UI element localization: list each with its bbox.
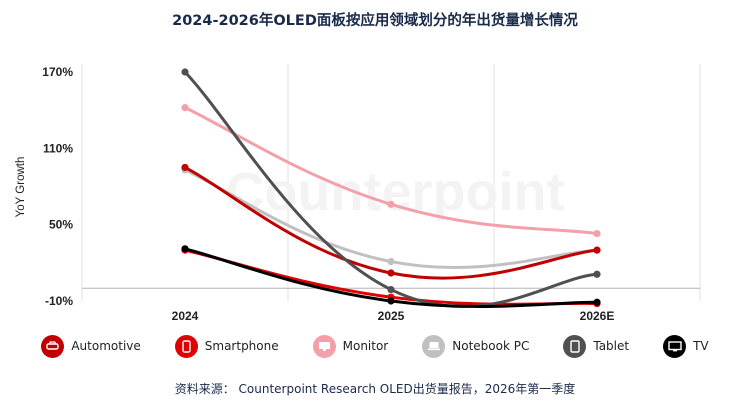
legend-item-automotive: Automotive: [41, 334, 141, 358]
laptop-icon: [422, 334, 446, 358]
legend-label: Smartphone: [204, 339, 279, 353]
data-point-monitor: [593, 229, 601, 238]
data-point-tv: [387, 297, 395, 305]
x-tick-label: 2024: [172, 309, 199, 323]
data-point-tablet: [387, 285, 395, 294]
data-point-automotive: [387, 269, 395, 277]
legend-label: Monitor: [342, 339, 389, 353]
tablet-icon: [563, 334, 587, 358]
legend-item-tablet: Tablet: [563, 334, 630, 358]
legend: Automotive Smartphone Monitor Notebook PC Ta…: [0, 331, 750, 361]
y-axis-label: YoY Growth: [15, 157, 27, 218]
phone-icon: [174, 334, 198, 358]
y-tick-label: 170%: [42, 65, 73, 79]
line-chart: Counterpoint 170% 110% 50% -10% 2024 2025 2026…: [15, 64, 701, 323]
legend-label: Notebook PC: [452, 339, 530, 353]
y-tick-label: 50%: [49, 218, 73, 232]
legend-label: TV: [693, 339, 709, 353]
data-point-tablet: [593, 270, 601, 278]
axis-layer: 170% 110% 50% -10% 2024 2025 2026E YoY Growth: [15, 65, 614, 323]
chart-title: 2024-2026年OLED面板按应用领域划分的年出货量增长情况: [172, 13, 578, 29]
legend-label: Automotive: [71, 339, 141, 353]
series-layer: [181, 68, 601, 308]
y-tick-label: -10%: [45, 294, 73, 308]
x-tick-label: 2026E: [580, 309, 615, 323]
source-note: 资料来源： Counterpoint Research OLED出货量报告，20…: [174, 382, 576, 396]
car-icon: [41, 334, 65, 358]
monitor-icon: [312, 334, 336, 358]
tv-icon: [663, 334, 687, 358]
data-point-notebook-pc: [387, 257, 395, 266]
data-point-monitor: [181, 104, 189, 112]
data-point-automotive: [181, 163, 189, 172]
legend-item-smartphone: Smartphone: [174, 334, 279, 358]
data-point-tv: [593, 298, 601, 306]
x-tick-label: 2025: [378, 309, 405, 323]
legend-item-tv: TV: [663, 334, 709, 358]
data-point-tv: [181, 245, 189, 253]
data-point-tablet: [181, 68, 189, 76]
legend-item-monitor: Monitor: [312, 334, 389, 358]
legend-item-notebook-pc: Notebook PC: [422, 334, 530, 358]
data-point-monitor: [387, 200, 395, 208]
legend-label: Tablet: [593, 339, 630, 353]
watermark-text: Counterpoint: [226, 162, 565, 222]
y-tick-label: 110%: [43, 141, 73, 155]
data-point-automotive: [593, 246, 601, 254]
